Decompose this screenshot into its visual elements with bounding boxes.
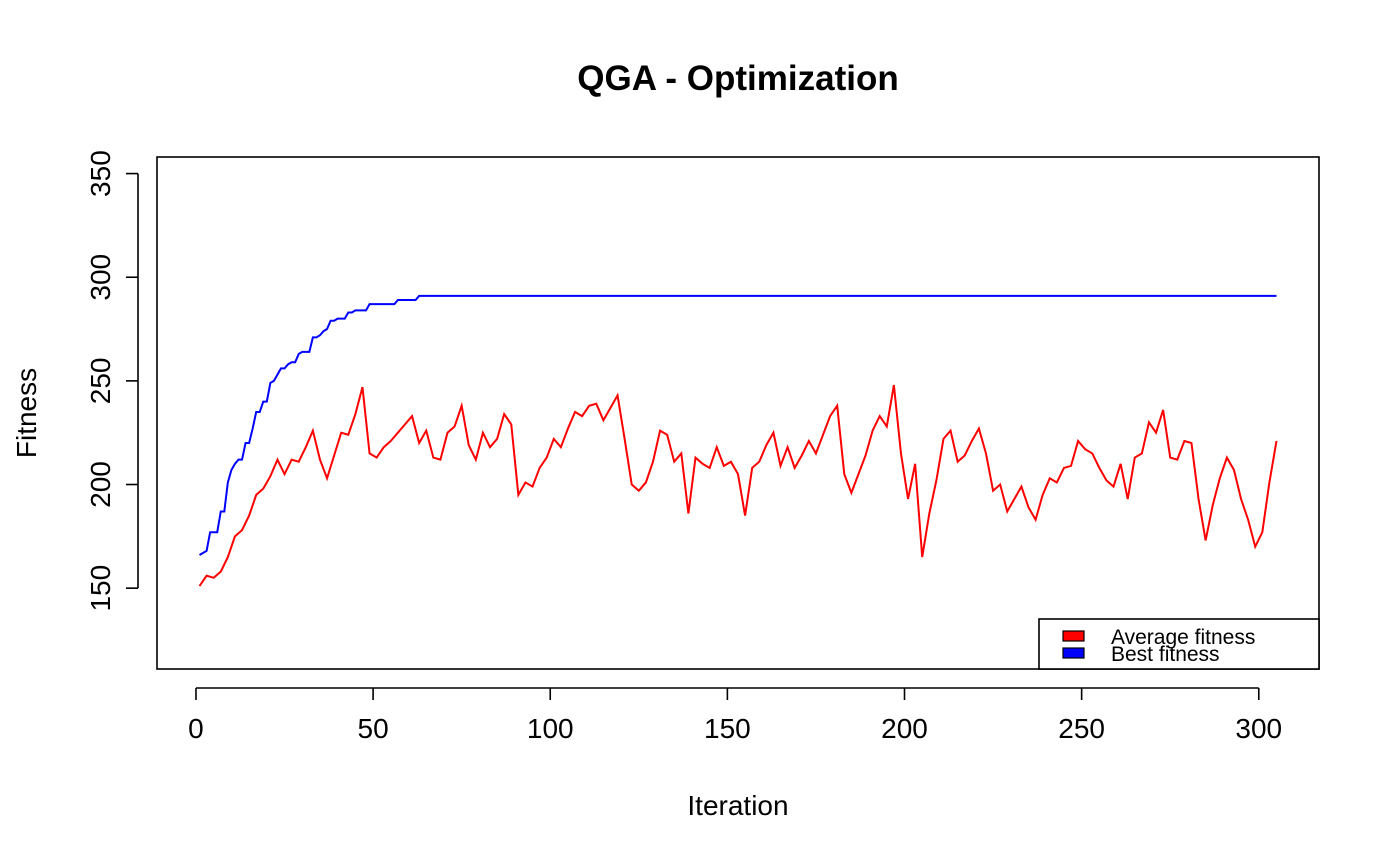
y-axis-label: Fitness [11,368,42,458]
y-tick-label: 350 [85,150,116,197]
x-tick-label: 300 [1235,713,1282,744]
y-tick-label: 250 [85,358,116,405]
x-tick-label: 0 [188,713,204,744]
y-tick-label: 150 [85,565,116,612]
series-line-best-fitness [199,294,1277,556]
x-tick-label: 50 [358,713,389,744]
y-tick-label: 200 [85,461,116,508]
legend-label: Best fitness [1111,643,1220,666]
x-tick-label: 100 [527,713,574,744]
series-layer [198,294,1278,587]
legend-swatch [1062,647,1085,659]
legend-swatch [1062,630,1085,642]
x-axis-label: Iteration [687,790,788,821]
x-tick-label: 150 [704,713,751,744]
y-axis: 150 200 250 300 350 [85,150,139,612]
legend-box [1038,618,1320,670]
series-line-average-fitness [198,384,1278,587]
x-tick-label: 200 [881,713,928,744]
chart-title: QGA - Optimization [577,59,898,98]
legend-label: Average fitness [1111,626,1255,649]
y-tick-label: 300 [85,254,116,301]
plot-area-frame [156,156,1320,670]
x-axis: 0 50 100 150 200 250 300 [188,687,1282,744]
x-tick-label: 250 [1058,713,1105,744]
